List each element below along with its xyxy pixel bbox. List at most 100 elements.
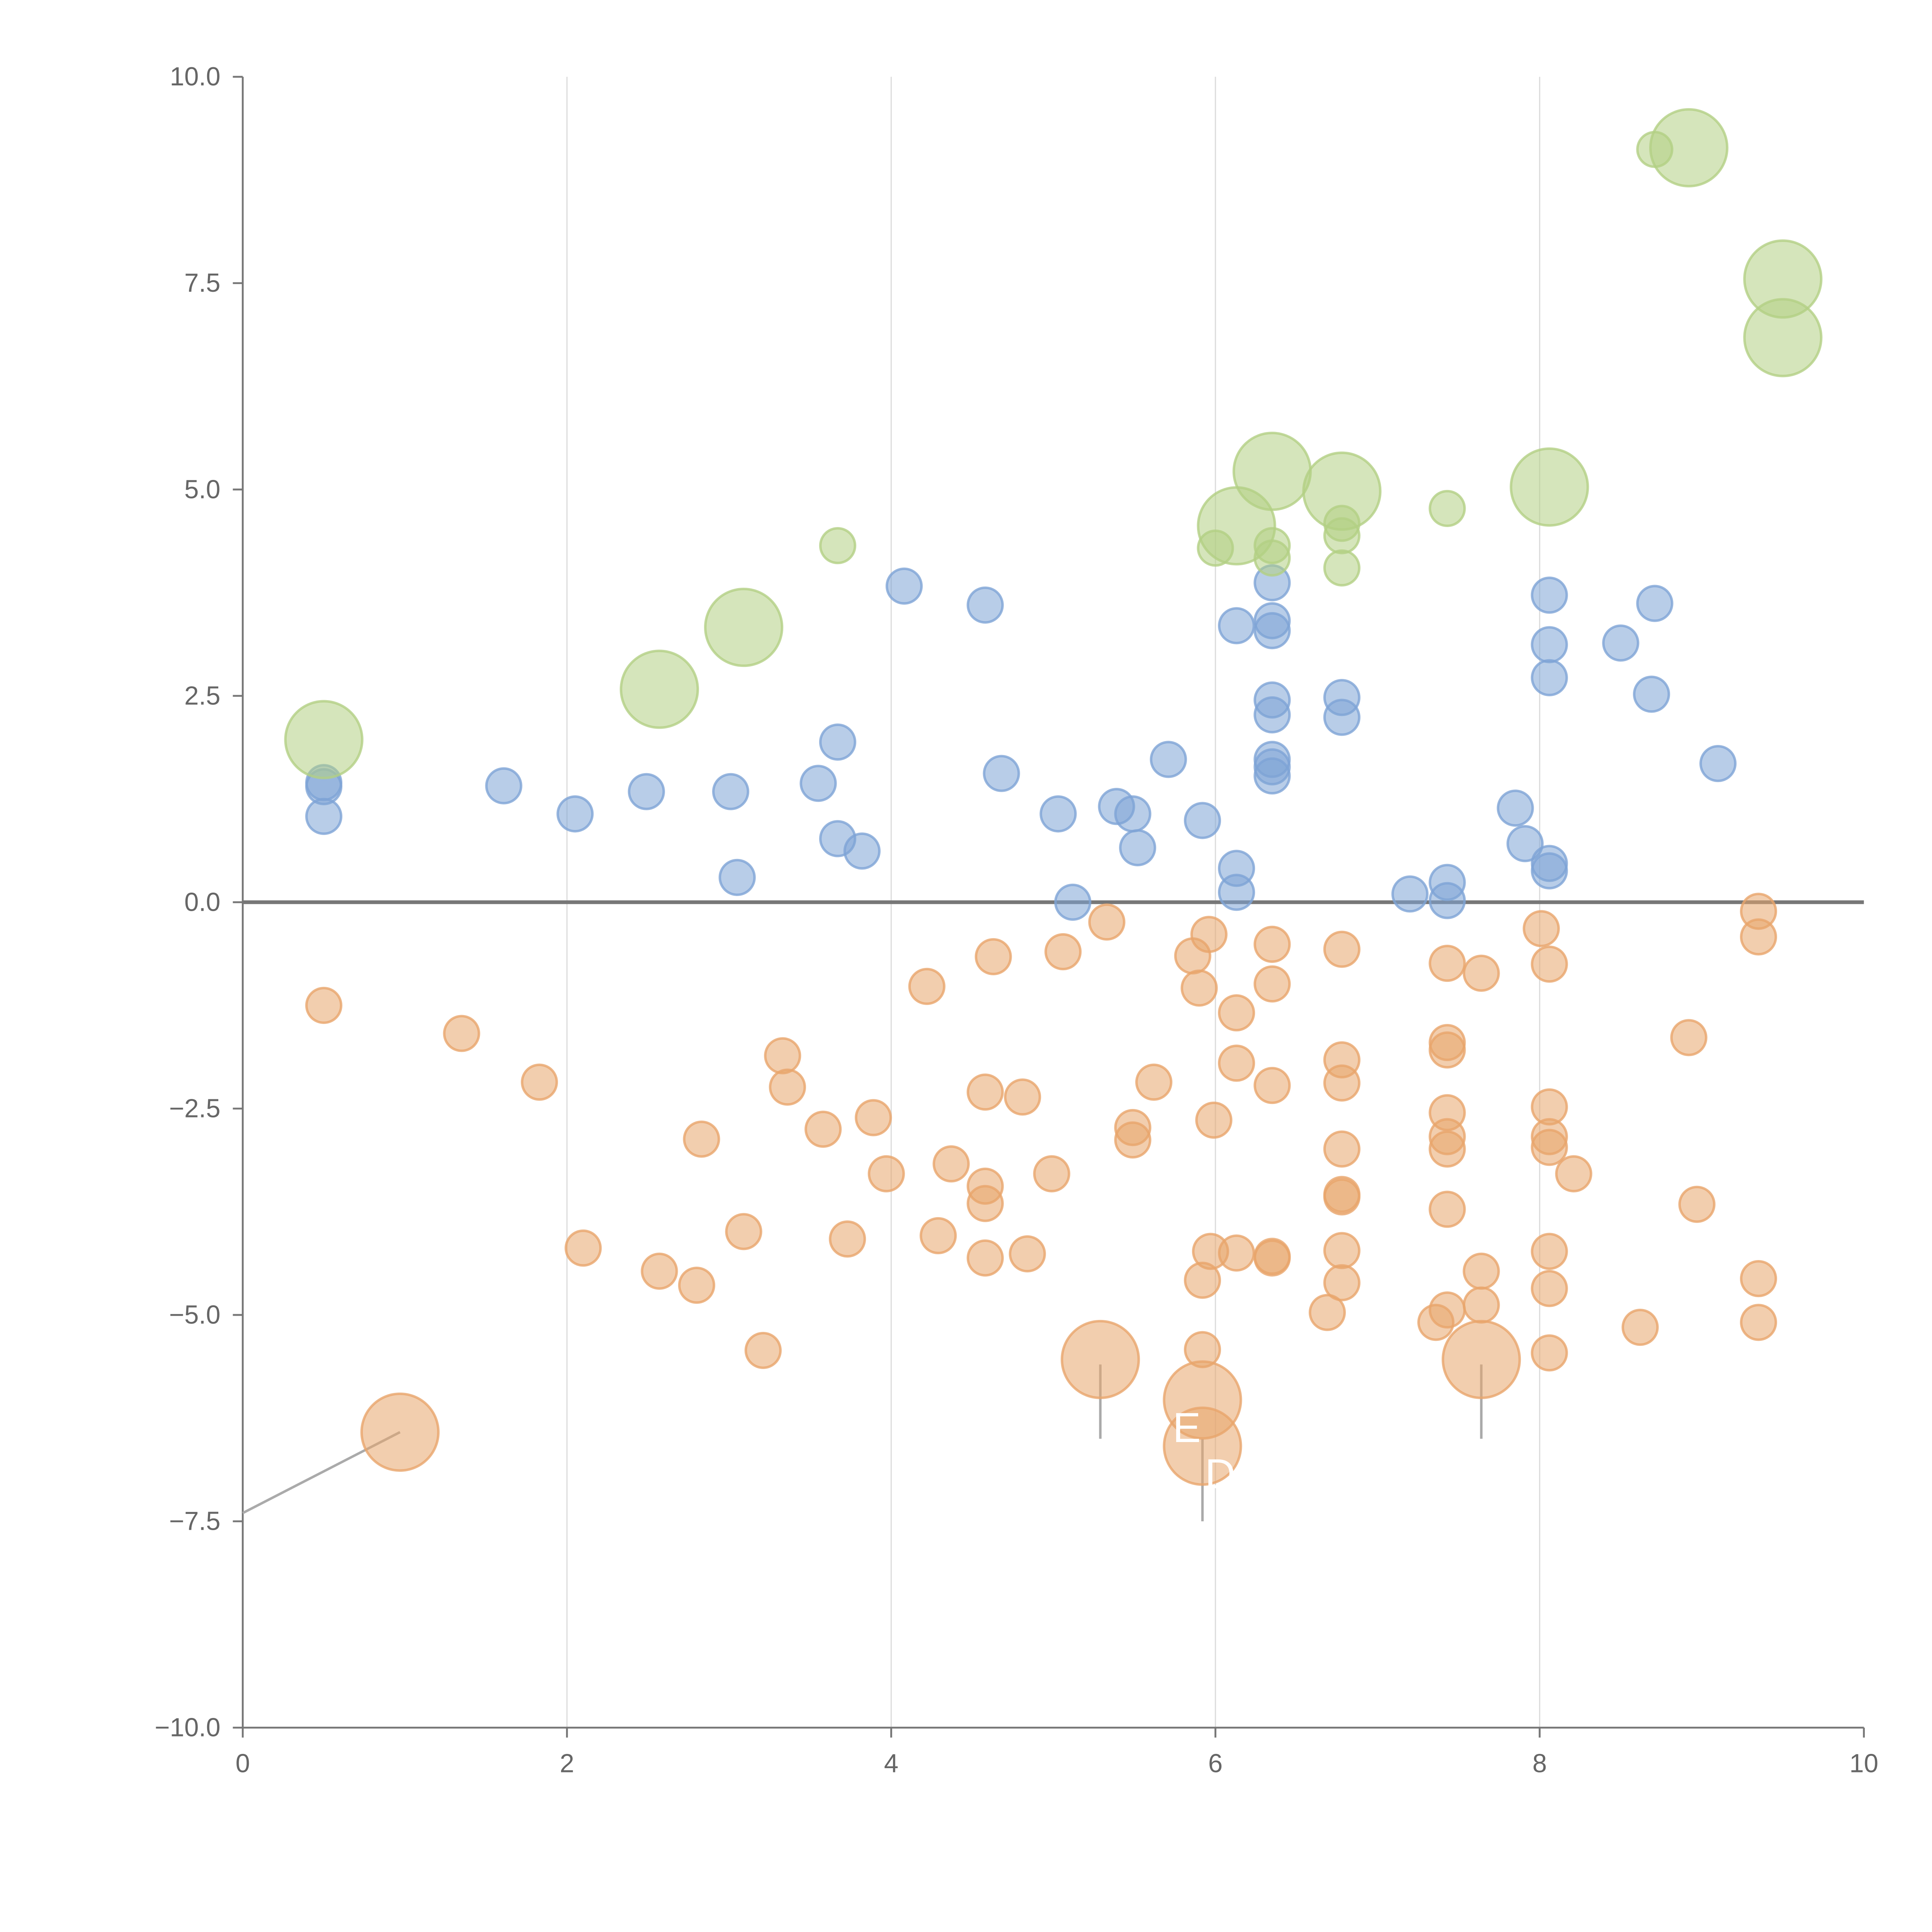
orange-bubble — [678, 1267, 716, 1304]
orange-bubble — [1061, 1320, 1140, 1399]
blue-bubble — [1531, 626, 1568, 663]
blue-bubble — [556, 795, 594, 833]
orange-bubble — [1044, 933, 1082, 971]
annotation-label: E — [1173, 1404, 1201, 1451]
orange-bubble — [443, 1015, 480, 1052]
orange-bubble — [744, 1332, 782, 1369]
orange-bubble — [1429, 944, 1466, 982]
orange-bubble — [1323, 1264, 1361, 1301]
orange-bubble — [1033, 1155, 1070, 1192]
orange-bubble — [1740, 1260, 1777, 1298]
y-tick-label: −7.5 — [169, 1507, 221, 1536]
orange-bubble — [1429, 1291, 1466, 1329]
blue-bubble — [1323, 699, 1361, 736]
blue-bubble — [1253, 612, 1291, 650]
y-tick-label: 2.5 — [184, 681, 221, 710]
blue-bubble — [628, 773, 665, 810]
x-tick-label: 0 — [235, 1749, 250, 1778]
blue-bubble — [1218, 607, 1255, 645]
blue-bubble — [843, 832, 881, 870]
orange-bubble — [1009, 1235, 1046, 1273]
orange-bubble — [920, 1217, 957, 1255]
orange-bubble — [1555, 1155, 1592, 1192]
orange-bubble — [1114, 1121, 1151, 1159]
y-tick-label: 7.5 — [184, 269, 221, 298]
blue-bubble — [1150, 741, 1187, 778]
orange-bubble — [1323, 1232, 1361, 1269]
orange-bubble — [804, 1111, 842, 1148]
orange-bubble — [966, 1239, 1004, 1277]
green-bubble — [619, 650, 699, 729]
annotations: ED — [1173, 1404, 1235, 1498]
orange-bubble — [1740, 918, 1777, 956]
orange-bubble — [1218, 1234, 1255, 1272]
blue-bubble — [305, 798, 343, 835]
orange-bubble — [1088, 903, 1126, 941]
orange-bubble — [1004, 1078, 1041, 1116]
y-tick-label: −10.0 — [155, 1713, 220, 1742]
x-tick-label: 10 — [1849, 1749, 1878, 1778]
orange-bubble — [932, 1145, 970, 1183]
blue-bubble — [1054, 883, 1092, 921]
blue-bubble — [983, 755, 1020, 792]
blue-bubble — [485, 767, 522, 804]
orange-bubble — [1429, 1031, 1466, 1069]
orange-bubble — [1308, 1294, 1346, 1331]
orange-bubble — [1323, 1064, 1361, 1102]
orange-bubble — [1463, 1286, 1500, 1324]
orange-bubble — [1323, 930, 1361, 968]
orange-bubble — [520, 1063, 558, 1101]
orange-bubble — [1163, 1406, 1242, 1486]
orange-bubble — [1253, 925, 1291, 963]
y-tick-label: 5.0 — [184, 475, 221, 504]
orange-bubble — [1463, 1252, 1500, 1290]
orange-bubble — [908, 968, 946, 1005]
green-bubble — [1429, 490, 1466, 527]
blue-bubble — [1218, 874, 1255, 911]
green-bubble — [819, 527, 857, 565]
blue-bubble — [1119, 829, 1156, 867]
orange-bubble — [1678, 1185, 1716, 1223]
orange-bubble — [769, 1068, 806, 1106]
x-tick-label: 4 — [884, 1749, 898, 1778]
orange-bubble — [1195, 1101, 1233, 1139]
orange-bubble — [1531, 1334, 1568, 1372]
orange-bubble — [1323, 1130, 1361, 1168]
orange-bubble — [1442, 1320, 1521, 1399]
orange-bubble — [1429, 1130, 1466, 1168]
blue-bubble — [1531, 577, 1568, 614]
green-bubble — [284, 700, 364, 779]
orange-bubble — [1180, 969, 1218, 1007]
orange-bubble — [1253, 965, 1291, 1003]
green-bubble — [1323, 549, 1361, 587]
blue-bubble — [1039, 795, 1077, 833]
orange-bubble — [1531, 946, 1568, 983]
orange-bubble — [360, 1392, 440, 1472]
y-tick-label: −2.5 — [169, 1094, 221, 1123]
orange-bubble — [855, 1099, 892, 1136]
blue-bubble — [1184, 802, 1221, 839]
axes: 0 2 4 6 8 10 10.0 7.5 5.0 2.5 0.0 −2.5 −5.0 −7.5 −10.0 — [155, 62, 1878, 1778]
orange-bubble — [1323, 1178, 1361, 1216]
orange-bubble — [1135, 1063, 1173, 1101]
blue-bubble — [1429, 882, 1466, 919]
orange-bubble — [1190, 916, 1228, 953]
blue-bubble — [1699, 745, 1737, 782]
x-tick-label: 6 — [1208, 1749, 1223, 1778]
orange-bubble — [829, 1220, 866, 1258]
annotation-label: D — [1205, 1451, 1235, 1498]
orange-bubble — [565, 1229, 602, 1267]
orange-bubble — [1184, 1262, 1221, 1299]
orange-bubble — [1218, 994, 1255, 1032]
orange-bubble — [975, 938, 1012, 976]
x-tick-label: 8 — [1532, 1749, 1547, 1778]
blue-bubble — [1633, 675, 1670, 713]
orange-bubble — [764, 1037, 801, 1075]
green-bubble — [704, 588, 784, 667]
orange-bubble — [305, 986, 343, 1024]
blue-bubble — [1531, 852, 1568, 889]
orange-bubble — [725, 1213, 762, 1250]
blue-bubble — [1531, 659, 1568, 696]
blue-bubble — [1391, 875, 1429, 913]
